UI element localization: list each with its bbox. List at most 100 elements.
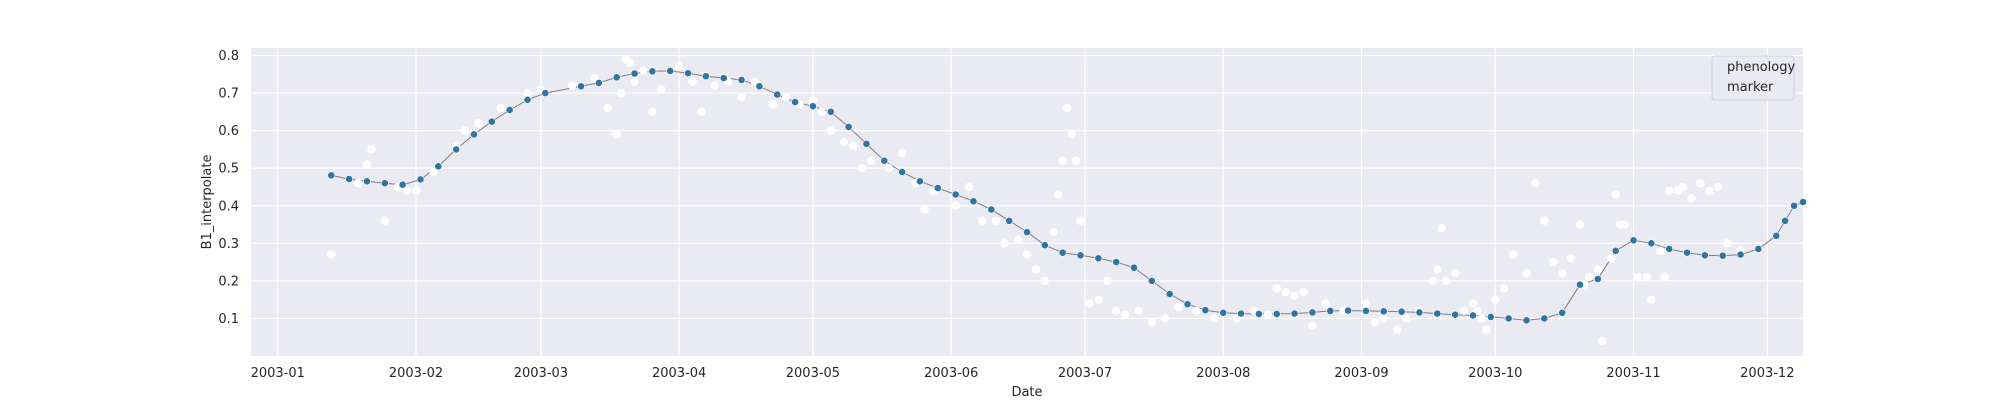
- interpolated-point: [541, 89, 550, 97]
- raw-point: [362, 160, 372, 169]
- interpolated-point: [737, 76, 746, 84]
- interpolated-point: [434, 162, 443, 171]
- interpolated-point: [1611, 246, 1620, 255]
- interpolated-point: [630, 69, 639, 78]
- interpolated-point: [684, 69, 692, 78]
- interpolated-point: [1790, 201, 1798, 210]
- raw-point: [964, 182, 974, 192]
- x-tick-label: 2003-09: [1334, 366, 1388, 381]
- raw-point: [839, 137, 849, 147]
- raw-point: [884, 163, 893, 173]
- interpolated-point: [398, 180, 407, 189]
- raw-point: [1370, 317, 1380, 327]
- raw-point: [402, 186, 412, 195]
- interpolated-point: [1700, 251, 1709, 260]
- raw-point: [1598, 336, 1607, 346]
- interpolated-point: [1781, 216, 1790, 225]
- raw-point: [1620, 220, 1629, 229]
- raw-point: [1687, 194, 1696, 203]
- raw-point: [1000, 239, 1009, 248]
- y-tick-label: 0.5: [218, 162, 239, 177]
- raw-point: [1263, 310, 1273, 319]
- interpolated-point: [1451, 310, 1460, 319]
- interpolated-point: [1718, 251, 1727, 260]
- raw-point: [1076, 216, 1085, 225]
- x-tick-label: 2003-10: [1468, 366, 1522, 381]
- raw-point: [625, 58, 635, 68]
- raw-point: [1468, 299, 1478, 308]
- raw-point: [474, 118, 483, 128]
- interpolated-point: [416, 175, 425, 184]
- y-tick-label: 0.6: [218, 124, 239, 139]
- interpolated-point: [1799, 198, 1807, 206]
- interpolated-point: [844, 122, 853, 131]
- y-tick-label: 0.8: [218, 49, 239, 64]
- legend-box: [1711, 55, 1795, 101]
- raw-point: [817, 107, 827, 117]
- raw-point: [1647, 295, 1656, 304]
- y-tick-label: 0.3: [218, 237, 239, 252]
- y-tick-label: 0.2: [218, 274, 239, 289]
- interpolated-point: [1504, 314, 1513, 323]
- raw-point: [866, 156, 876, 165]
- interpolated-point: [1647, 239, 1656, 248]
- raw-point: [367, 145, 376, 154]
- raw-point: [1714, 182, 1723, 192]
- x-tick-label: 2003-08: [1196, 366, 1250, 381]
- raw-point: [897, 148, 907, 158]
- raw-point: [380, 216, 389, 225]
- raw-point: [353, 179, 363, 188]
- interpolated-point: [1040, 241, 1049, 250]
- interpolated-point: [1397, 307, 1406, 316]
- interpolated-point: [1290, 309, 1299, 318]
- interpolated-point: [577, 82, 585, 91]
- raw-point: [1566, 254, 1576, 263]
- raw-point: [1607, 254, 1616, 263]
- raw-point: [697, 107, 706, 117]
- raw-point: [1272, 284, 1281, 293]
- legend: phenology marker: [1711, 55, 1795, 101]
- interpolated-point: [773, 90, 782, 99]
- raw-point: [1120, 310, 1130, 319]
- raw-point: [1058, 156, 1067, 165]
- interpolated-point: [1415, 308, 1424, 317]
- interpolated-point: [1593, 275, 1602, 283]
- raw-point: [657, 85, 666, 94]
- raw-point: [1611, 190, 1620, 199]
- x-axis-label: Date: [1011, 385, 1042, 400]
- raw-point: [1031, 265, 1041, 274]
- raw-point: [567, 81, 577, 90]
- raw-point: [848, 141, 858, 150]
- raw-point: [603, 103, 612, 113]
- interpolated-point: [1094, 254, 1103, 263]
- interpolated-point: [862, 139, 871, 148]
- interpolated-point: [1629, 236, 1638, 245]
- legend-entry-phenology: phenology: [1727, 60, 1795, 75]
- raw-point: [1522, 269, 1531, 278]
- x-tick-label: 2003-03: [514, 366, 568, 381]
- raw-point: [1656, 246, 1665, 256]
- interpolated-point: [1255, 310, 1263, 318]
- raw-point: [411, 186, 421, 195]
- raw-point: [1665, 186, 1674, 195]
- interpolated-point: [1683, 248, 1691, 257]
- raw-point: [630, 77, 639, 87]
- raw-point: [920, 205, 929, 214]
- interpolated-point: [594, 79, 603, 87]
- interpolated-point: [701, 72, 710, 81]
- raw-observation-points: [327, 55, 1745, 346]
- interpolated-point: [363, 177, 371, 186]
- interpolated-point: [1219, 308, 1228, 317]
- raw-point: [429, 167, 439, 177]
- raw-point: [1111, 306, 1121, 316]
- raw-point: [460, 126, 470, 135]
- interpolated-point: [666, 67, 675, 75]
- raw-point: [1134, 306, 1143, 316]
- plot-area: [251, 48, 1803, 356]
- raw-point: [1491, 295, 1500, 304]
- interpolated-point: [791, 98, 799, 106]
- raw-point: [1147, 317, 1157, 327]
- y-tick-label: 0.1: [218, 312, 239, 327]
- interpolated-point: [1005, 216, 1014, 225]
- interpolated-point: [880, 156, 889, 165]
